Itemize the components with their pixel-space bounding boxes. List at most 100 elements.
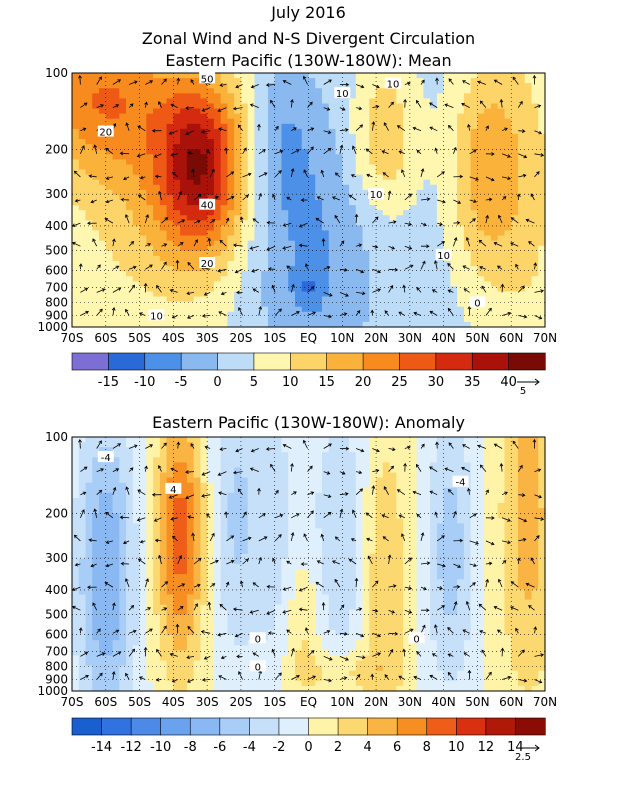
- field-cell: [349, 240, 357, 247]
- field-cell: [180, 159, 188, 166]
- field-cell: [524, 255, 533, 262]
- field-cell: [524, 210, 533, 216]
- field-cell: [207, 133, 215, 140]
- field-cell: [376, 164, 384, 171]
- field-cell: [315, 271, 323, 277]
- field-cell: [240, 103, 249, 110]
- field-cell: [355, 230, 364, 237]
- field-cell: [281, 230, 289, 237]
- field-cell: [524, 240, 533, 247]
- field-cell: [99, 316, 107, 323]
- wind-vector: [321, 238, 326, 247]
- field-cell: [146, 164, 154, 171]
- field-cell: [322, 286, 330, 293]
- field-cell: [186, 200, 195, 206]
- wind-vector: [190, 79, 195, 85]
- field-cell: [132, 245, 141, 252]
- field-cell: [105, 558, 114, 565]
- field-cell: [294, 169, 303, 176]
- field-cell: [234, 149, 242, 155]
- field-cell: [409, 210, 418, 216]
- field-cell: [200, 619, 208, 626]
- field-cell: [409, 245, 418, 252]
- field-cell: [409, 220, 418, 226]
- field-cell: [159, 235, 168, 242]
- wind-vector: [485, 176, 495, 182]
- field-cell: [180, 133, 188, 140]
- field-cell: [112, 200, 120, 206]
- field-cell: [159, 492, 168, 499]
- field-cell: [166, 533, 174, 540]
- field-cell: [126, 482, 134, 489]
- field-cell: [132, 73, 141, 79]
- field-cell: [153, 630, 161, 636]
- field-cell: [261, 164, 269, 171]
- wind-vector: [151, 128, 162, 133]
- field-cell: [119, 123, 127, 130]
- field-cell: [497, 103, 506, 110]
- field-cell: [288, 255, 296, 262]
- field-cell: [261, 179, 269, 186]
- field-cell: [322, 235, 330, 242]
- field-cell: [159, 154, 168, 160]
- field-cell: [349, 230, 357, 237]
- field-cell: [382, 93, 391, 99]
- field-cell: [186, 169, 195, 176]
- field-cell: [227, 321, 235, 328]
- field-cell: [180, 144, 188, 150]
- field-cell: [267, 281, 276, 287]
- field-cell: [524, 220, 533, 226]
- field-cell: [308, 321, 316, 328]
- field-cell: [105, 604, 114, 611]
- field-cell: [72, 189, 80, 196]
- field-cell: [99, 78, 107, 84]
- field-cell: [281, 210, 289, 216]
- field-cell: [78, 113, 87, 120]
- field-cell: [92, 169, 100, 176]
- field-cell: [105, 189, 114, 196]
- field-cell: [342, 250, 350, 257]
- field-cell: [484, 128, 492, 135]
- field-cell: [376, 108, 384, 115]
- field-cell: [355, 215, 364, 221]
- field-cell: [240, 245, 249, 252]
- field-cell: [240, 311, 249, 318]
- field-cell: [524, 133, 533, 140]
- field-cell: [213, 271, 222, 277]
- field-cell: [72, 210, 80, 216]
- field-cell: [193, 169, 201, 176]
- field-cell: [362, 83, 370, 89]
- field-cell: [240, 271, 249, 277]
- field-cell: [153, 508, 161, 514]
- field-cell: [126, 184, 134, 191]
- field-cell: [308, 189, 316, 196]
- wind-vector: [354, 213, 359, 224]
- field-cell: [524, 286, 533, 293]
- field-cell: [457, 255, 465, 262]
- field-cell: [180, 200, 188, 206]
- field-cell: [173, 250, 181, 257]
- field-cell: [105, 296, 114, 303]
- field-cell: [213, 306, 222, 313]
- colorbar-label: 10: [282, 375, 299, 390]
- field-cell: [470, 200, 479, 206]
- field-cell: [376, 260, 384, 267]
- field-cell: [470, 73, 479, 79]
- field-cell: [146, 144, 154, 150]
- field-cell: [484, 78, 492, 84]
- field-cell: [403, 225, 411, 232]
- field-cell: [72, 316, 80, 323]
- field-cell: [166, 316, 174, 323]
- field-cell: [139, 548, 147, 555]
- field-cell: [186, 164, 195, 171]
- field-cell: [180, 281, 188, 287]
- field-cell: [450, 184, 458, 191]
- field-cell: [382, 108, 391, 115]
- field-cell: [193, 83, 201, 89]
- field-cell: [484, 149, 492, 155]
- field-cell: [193, 619, 201, 626]
- field-cell: [200, 93, 208, 99]
- field-cell: [416, 78, 424, 84]
- field-cell: [349, 266, 357, 272]
- field-cell: [126, 518, 134, 524]
